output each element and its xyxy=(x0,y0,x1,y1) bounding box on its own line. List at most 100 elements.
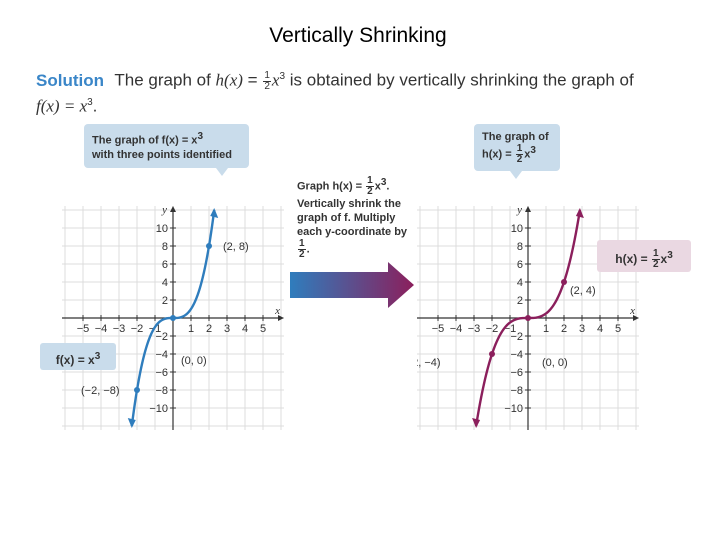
x-tick-label: 3 xyxy=(224,323,230,335)
x-tick-label: 5 xyxy=(260,323,266,335)
x-tick-label: −4 xyxy=(450,323,463,335)
instruction-frac-num-2: 1 xyxy=(298,238,306,251)
y-tick-label: 6 xyxy=(517,259,523,271)
x-tick-label: 4 xyxy=(242,323,248,335)
data-point xyxy=(561,279,567,285)
x-axis-arrow-icon xyxy=(278,315,284,321)
fx-label-text: f(x) = x xyxy=(55,353,95,367)
data-point xyxy=(489,351,495,357)
x-tick-label: 1 xyxy=(188,323,194,335)
data-point xyxy=(134,387,140,393)
callout-h-exp: 3 xyxy=(530,145,536,156)
y-tick-label: −4 xyxy=(155,349,168,361)
solution-end: . xyxy=(92,96,98,116)
y-axis-arrow-icon xyxy=(525,206,531,212)
x-tick-label: −3 xyxy=(468,323,481,335)
instruction-line3: graph of f. Multiply xyxy=(297,212,396,225)
f-function: f(x) = x xyxy=(36,96,88,116)
y-tick-label: −8 xyxy=(155,385,168,397)
x-tick-label: 1 xyxy=(543,323,549,335)
y-tick-label: −4 xyxy=(510,349,523,361)
x-tick-label: −3 xyxy=(113,323,126,335)
instruction-line1-post: . xyxy=(386,180,390,193)
instruction-frac-den: 2 xyxy=(367,186,373,198)
callout-f-graph: The graph of f(x) = x3 with three points… xyxy=(84,124,249,176)
y-tick-label: 10 xyxy=(156,223,168,235)
y-tick-label: −2 xyxy=(155,331,168,343)
y-tick-label: 8 xyxy=(517,241,523,253)
x-tick-label: −5 xyxy=(77,323,90,335)
y-tick-label: −2 xyxy=(510,331,523,343)
curve-end-arrow-icon xyxy=(210,208,219,218)
instruction-frac-den-2: 2 xyxy=(299,249,305,261)
f-function-label: f(x) = x3 xyxy=(40,343,116,370)
callout-f-line2: with three points identified xyxy=(92,148,232,161)
x-tick-label: 2 xyxy=(561,323,567,335)
callout-f-line1: The graph of f(x) = x xyxy=(92,134,198,147)
callout-h-line2: h(x) = xyxy=(482,148,512,161)
point-label: (0, 0) xyxy=(542,357,568,369)
y-tick-label: 2 xyxy=(162,295,168,307)
graph-f-panel: x y −5 −4 −3 −2 −1 1 2 3 4 5 −10 −8 −6 −4 −2 2 4 6 8 10 (−2, −… xyxy=(62,206,284,430)
instruction-exp: 3 xyxy=(380,177,387,188)
slide-title: Vertically Shrinking xyxy=(269,24,447,47)
x-tick-label: −4 xyxy=(95,323,108,335)
instruction-line4-end: . xyxy=(306,243,310,256)
data-point xyxy=(206,243,212,249)
y-axis-label: y xyxy=(161,206,167,216)
f-exponent: 3 xyxy=(87,96,93,108)
solution-heading: Solution xyxy=(36,70,104,90)
y-axis-arrow-icon xyxy=(170,206,176,212)
y-tick-label: 2 xyxy=(517,295,523,307)
y-axis-label: y xyxy=(516,206,522,216)
y-tick-label: −10 xyxy=(149,403,168,415)
callout-h-line1: The graph of xyxy=(482,131,549,143)
data-point xyxy=(525,315,531,321)
solution-paragraph: Solution The graph of h(x) = 1 2 x 3 is obt… xyxy=(36,66,706,117)
curve-start-arrow-icon xyxy=(472,418,481,428)
point-label: (0, 0) xyxy=(181,355,207,367)
y-tick-label: 4 xyxy=(517,277,523,289)
hx-label-x: x xyxy=(660,252,668,266)
x-axis-label: x xyxy=(274,305,280,317)
y-tick-label: −10 xyxy=(504,403,523,415)
point-label: (2, 4) xyxy=(570,285,596,297)
data-point xyxy=(170,315,176,321)
y-tick-label: −6 xyxy=(155,367,168,379)
point-label: (−2, −4) xyxy=(417,357,441,369)
instruction-line4: each y-coordinate by xyxy=(297,226,408,239)
solution-text-before: The graph of xyxy=(114,70,211,90)
y-tick-label: −8 xyxy=(510,385,523,397)
hx-label-pre: h(x) = xyxy=(615,252,648,266)
y-tick-label: 4 xyxy=(162,277,168,289)
point-label: (2, 8) xyxy=(223,241,249,253)
instruction-line1-pre: Graph h(x) = xyxy=(297,180,363,193)
solution-text-after: is obtained by vertically shrinking the … xyxy=(289,70,634,90)
curve-end-arrow-icon xyxy=(575,208,584,218)
y-tick-label: 10 xyxy=(511,223,523,235)
callout-frac-num: 1 xyxy=(515,143,524,156)
hx-label-exp: 3 xyxy=(667,250,673,261)
h-function-label: h(x) = 1 2 x3 xyxy=(597,240,691,272)
x-axis-arrow-icon xyxy=(633,315,639,321)
transform-arrow-icon xyxy=(290,262,414,308)
equals-sign: = xyxy=(247,70,258,90)
instruction-x: x xyxy=(374,180,381,193)
fx-label-exp: 3 xyxy=(94,351,101,362)
x-var: x xyxy=(271,70,280,90)
point-label: (−2, −8) xyxy=(81,385,120,397)
instruction-text: Graph h(x) = 1 2 x3. Vertically shrink the… xyxy=(297,176,417,260)
x-tick-label: −2 xyxy=(486,323,499,335)
instruction-frac-num: 1 xyxy=(366,175,374,188)
x-tick-label: 5 xyxy=(615,323,621,335)
instruction-line2: Vertically shrink the xyxy=(297,198,401,211)
frac-den: 2 xyxy=(264,80,270,92)
x-tick-label: 4 xyxy=(597,323,603,335)
hx-frac-den: 2 xyxy=(652,259,659,271)
h-function: h(x) xyxy=(215,70,243,90)
y-tick-label: 6 xyxy=(162,259,168,271)
